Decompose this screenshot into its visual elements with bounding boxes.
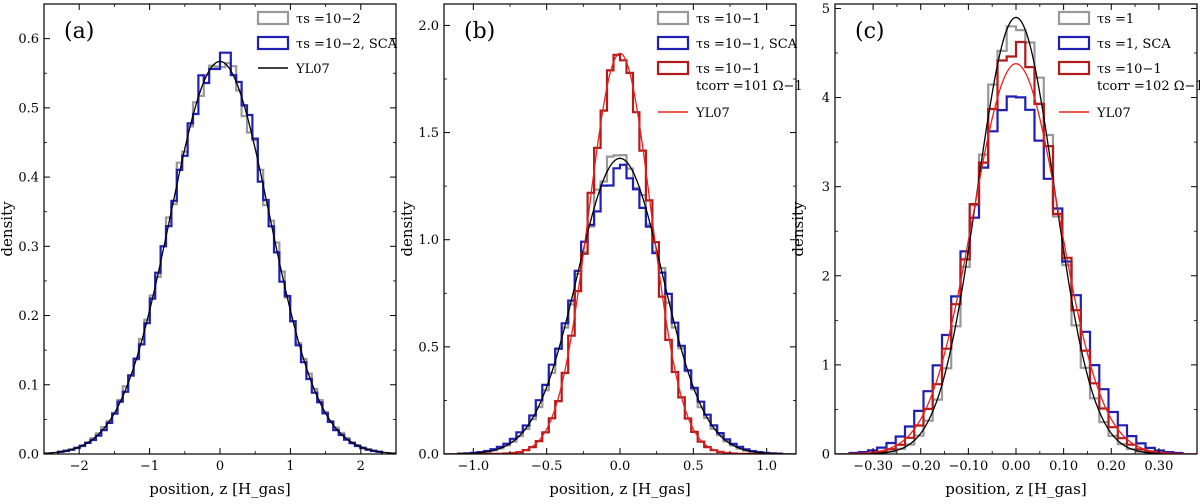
- legend-item: τs =10−2: [256, 10, 361, 27]
- y-tick-label: 0.3: [18, 240, 39, 255]
- legend-swatch-box: [656, 10, 690, 26]
- y-axis-label: density: [398, 201, 416, 257]
- x-tick-label: −0.5: [531, 459, 563, 474]
- x-tick-label: 0.00: [1002, 459, 1031, 474]
- legend-label: τs =10−2, SCA: [296, 37, 398, 52]
- histogram-series-2: [457, 163, 783, 454]
- legend-item: τs =10−1 tcorr =102 Ω−1: [1057, 60, 1200, 94]
- x-tick-label: −1.0: [458, 459, 490, 474]
- legend-item: τs =1, SCA: [1057, 35, 1171, 52]
- histogram-series-1: [57, 62, 383, 454]
- legend-swatch-box: [1057, 10, 1091, 26]
- panel-2: −1.0 −0.5 0.0 0.5 1.0 0.0 0.5 1.0 1.5 2.0 position…: [398, 3, 803, 498]
- legend-label: τs =10−1, SCA: [696, 37, 798, 52]
- fit-curve-series-5: [444, 52, 796, 454]
- panel-label: (a): [64, 19, 94, 44]
- y-tick-label: 1: [822, 358, 830, 373]
- legend-item: τs =10−1 tcorr =101 Ω−1: [656, 60, 803, 94]
- x-tick-label: 1.0: [756, 459, 777, 474]
- y-tick-label: 0.5: [18, 101, 39, 116]
- y-tick-label: 0.4: [18, 171, 39, 186]
- legend-item: YL07: [1059, 106, 1131, 121]
- histogram-series-2: [57, 51, 383, 454]
- x-axis-label: position, z [H_gas]: [149, 480, 290, 498]
- plot-area: [44, 51, 396, 454]
- histogram-series-3: [848, 40, 1184, 454]
- fit-curve-series-3: [44, 60, 396, 454]
- x-tick-label: −2: [70, 459, 89, 474]
- x-tick-label: 1: [286, 459, 294, 474]
- x-axis-label: position, z [H_gas]: [945, 480, 1086, 498]
- x-axis-label: position, z [H_gas]: [549, 480, 690, 498]
- panel-1: −2 −1 0 1 2 0.0 0.1 0.2 0.3 0.4 0.5 0.6 position, z …: [0, 3, 398, 498]
- legend-label-line2: tcorr =101 Ω−1: [696, 79, 803, 94]
- y-tick-label: 4: [822, 91, 830, 106]
- x-tick-label: 0.20: [1097, 459, 1126, 474]
- legend-label: YL07: [295, 62, 330, 77]
- y-tick-label: 5: [822, 2, 830, 17]
- legend-label: YL07: [695, 106, 730, 121]
- legend-label: τs =10−2: [296, 12, 361, 27]
- legend-item: τs =10−1: [656, 10, 761, 27]
- y-axis-label: density: [0, 201, 16, 257]
- legend-label: τs =10−1: [696, 62, 761, 77]
- legend-item: τs =10−2, SCA: [256, 35, 398, 52]
- fit-curve-series-4: [444, 157, 796, 454]
- y-tick-label: 0.0: [18, 448, 39, 463]
- histogram-series-1: [457, 154, 783, 454]
- legend-item: YL07: [658, 106, 730, 121]
- panel-label: (c): [855, 19, 885, 44]
- y-tick-label: 2.0: [418, 19, 439, 34]
- legend-swatch-box: [1057, 35, 1091, 51]
- histogram-series-1: [848, 25, 1184, 454]
- legend-swatch-box: [656, 60, 690, 76]
- legend-item: YL07: [258, 62, 330, 77]
- y-axis-label: density: [789, 201, 807, 257]
- legend-item: τs =1: [1057, 10, 1134, 27]
- panel-3: −0.30 −0.20 −0.10 0.00 0.10 0.20 0.30 0 1 2 3 4 5 pos…: [789, 2, 1200, 498]
- legend-label: τs =10−1: [1097, 62, 1162, 77]
- x-tick-label: 0.5: [683, 459, 704, 474]
- legend-swatch-box: [256, 35, 290, 51]
- legend-label: YL07: [1096, 106, 1131, 121]
- plot-area: [835, 16, 1197, 454]
- legend-label: τs =1: [1097, 12, 1134, 27]
- x-tick-label: 2: [357, 459, 365, 474]
- histogram-series-2: [848, 95, 1184, 454]
- y-tick-label: 1.5: [418, 126, 439, 141]
- x-tick-label: −0.10: [948, 459, 988, 474]
- legend-swatch-box: [1057, 60, 1091, 76]
- y-tick-label: 0.1: [18, 378, 39, 393]
- x-tick-label: −1: [140, 459, 159, 474]
- y-tick-label: 3: [822, 180, 830, 195]
- axes-frame: [43, 3, 397, 455]
- x-tick-label: 0.10: [1049, 459, 1078, 474]
- legend-label-line2: tcorr =102 Ω−1: [1097, 79, 1200, 94]
- legend-label: τs =10−1: [696, 12, 761, 27]
- y-tick-label: 2: [822, 269, 830, 284]
- x-tick-label: 0.0: [610, 459, 631, 474]
- y-tick-label: 0.2: [18, 309, 39, 324]
- x-tick-label: −0.20: [901, 459, 941, 474]
- y-tick-label: 0.0: [418, 448, 439, 463]
- y-tick-label: 1.0: [418, 233, 439, 248]
- x-tick-label: 0: [216, 459, 224, 474]
- y-tick-label: 0: [822, 448, 830, 463]
- x-tick-label: −0.30: [853, 459, 893, 474]
- y-tick-label: 0.5: [418, 340, 439, 355]
- histogram-series-3: [458, 53, 782, 454]
- legend-swatch-box: [656, 35, 690, 51]
- legend-label: τs =1, SCA: [1097, 37, 1171, 52]
- panel-label: (b): [464, 19, 495, 44]
- y-tick-label: 0.6: [18, 32, 39, 47]
- legend-swatch-box: [256, 10, 290, 26]
- fit-curve-series-4: [835, 16, 1197, 454]
- legend-item: τs =10−1, SCA: [656, 35, 798, 52]
- plot-area: [444, 52, 796, 454]
- x-tick-label: 0.30: [1144, 459, 1173, 474]
- fit-curve-series-5: [835, 63, 1197, 454]
